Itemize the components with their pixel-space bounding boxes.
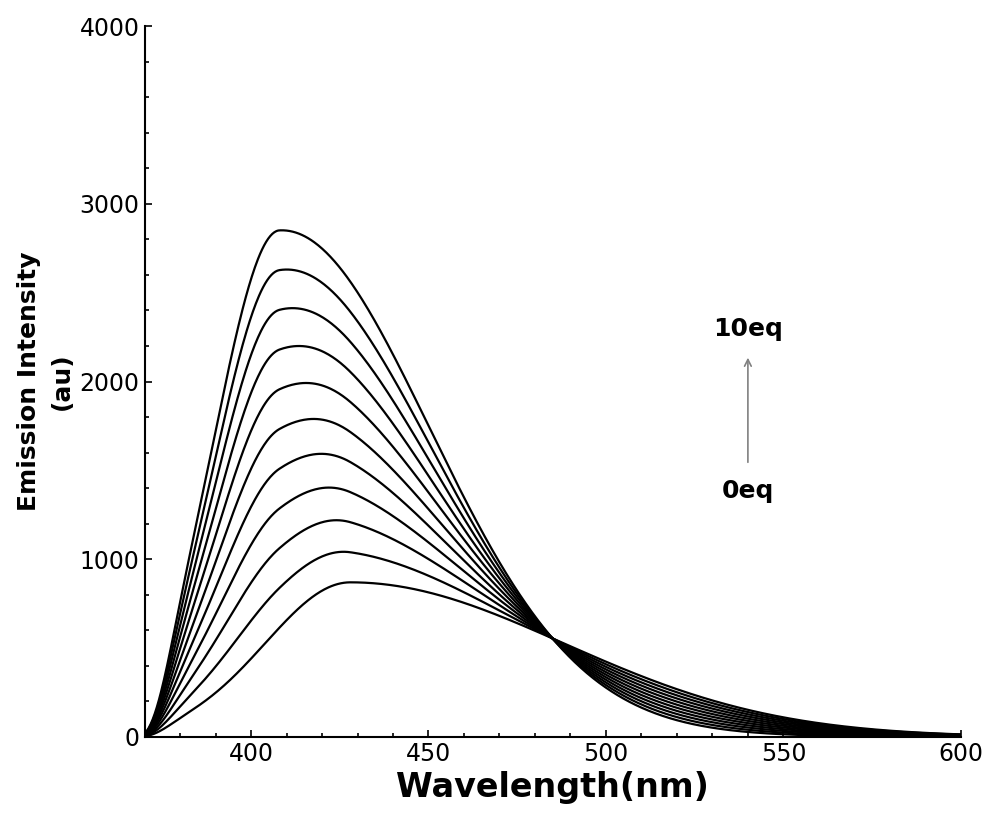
Text: 0eq: 0eq xyxy=(722,479,774,503)
Text: 10eq: 10eq xyxy=(713,317,783,341)
Y-axis label: Emission Intensity
(au): Emission Intensity (au) xyxy=(17,252,74,511)
X-axis label: Wavelength(nm): Wavelength(nm) xyxy=(396,772,709,805)
